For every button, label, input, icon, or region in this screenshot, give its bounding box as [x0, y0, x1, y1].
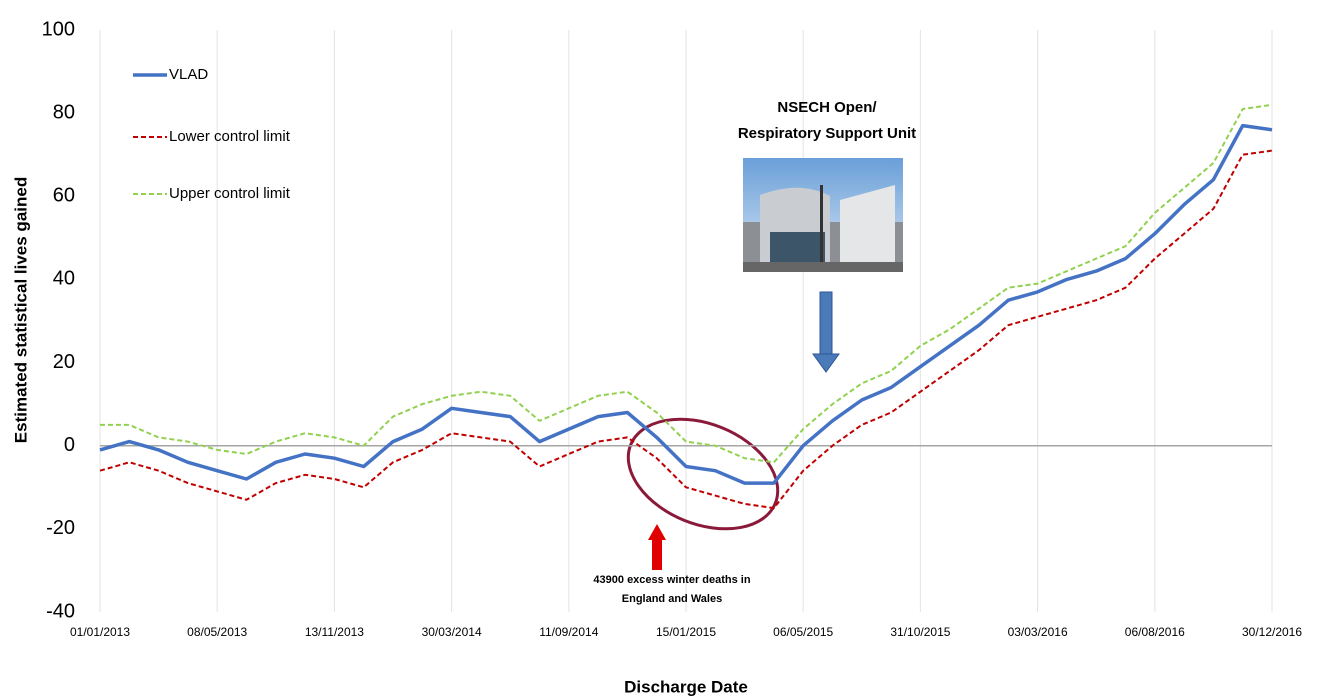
y-tick-label: 40 — [53, 268, 75, 290]
x-tick-label: 03/03/2016 — [1008, 625, 1068, 639]
blue-arrow — [812, 291, 840, 373]
annotation: Respiratory Support Unit — [738, 125, 916, 142]
y-tick-label: 80 — [53, 101, 75, 123]
legend-label: VLAD — [169, 66, 208, 83]
y-tick-label: 60 — [53, 185, 75, 207]
legend-label: Upper control limit — [169, 185, 291, 202]
y-tick-label: 20 — [53, 351, 75, 373]
x-tick-label: 31/10/2015 — [890, 625, 950, 639]
x-tick-label: 30/12/2016 — [1242, 625, 1302, 639]
annotation: NSECH Open/ — [777, 99, 877, 116]
x-tick-label: 06/08/2016 — [1125, 625, 1185, 639]
x-tick-label: 15/01/2015 — [656, 625, 716, 639]
x-tick-label: 06/05/2015 — [773, 625, 833, 639]
photo — [743, 158, 903, 272]
y-tick-label: -40 — [46, 600, 75, 622]
annotation: England and Wales — [622, 593, 722, 605]
highlight-ellipse — [626, 417, 780, 531]
y-tick-label: 0 — [64, 434, 75, 456]
x-tick-label: 08/05/2013 — [187, 625, 247, 639]
legend-label: Lower control limit — [169, 128, 291, 145]
annotation: 43900 excess winter deaths in — [593, 574, 750, 586]
red-arrow — [648, 524, 666, 570]
x-tick-label: 13/11/2013 — [305, 625, 364, 639]
series-line — [100, 103, 1273, 464]
x-tick-label: 01/01/2013 — [70, 625, 130, 639]
series-line — [99, 149, 1273, 510]
series-line — [99, 123, 1273, 485]
x-axis-title: Discharge Date — [624, 677, 748, 696]
x-tick-label: 30/03/2014 — [422, 625, 482, 639]
x-tick-label: 11/09/2014 — [539, 625, 598, 639]
y-tick-label: -20 — [46, 517, 75, 539]
y-tick-label: 100 — [42, 18, 75, 40]
y-axis-title: Estimated statistical lives gained — [11, 177, 30, 443]
